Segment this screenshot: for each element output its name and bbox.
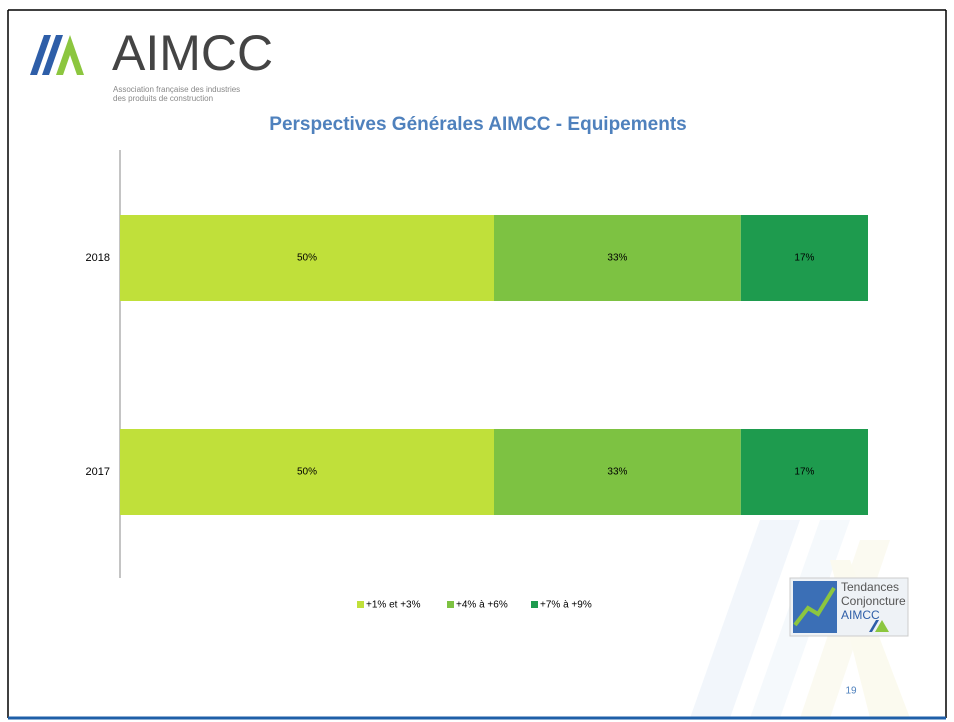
data-label: 50%: [297, 253, 317, 264]
legend-label: +4% à +6%: [456, 600, 508, 611]
badge-text: Tendances: [841, 580, 899, 594]
badge: [789, 577, 909, 637]
data-label: 17%: [794, 253, 814, 264]
bar-segment: [740, 215, 868, 301]
chart-title: Perspectives Générales AIMCC - Equipemen…: [269, 114, 686, 135]
bar-segment: [494, 429, 741, 515]
logo-subtitle: Association française des industries: [113, 85, 240, 94]
logo-mark: [30, 35, 84, 75]
logo-subtitle: des produits de construction: [113, 94, 213, 103]
legend-swatch: [357, 601, 364, 608]
data-label: 17%: [794, 467, 814, 478]
page-number: 19: [845, 686, 857, 697]
data-label: 33%: [607, 253, 627, 264]
legend-label: +7% à +9%: [540, 600, 592, 611]
y-tick-label: 2017: [86, 466, 110, 478]
bar-segment: [494, 215, 741, 301]
data-label: 50%: [297, 467, 317, 478]
legend-swatch: [447, 601, 454, 608]
legend-label: +1% et +3%: [366, 600, 421, 611]
logo-text: AIMCC: [112, 25, 273, 81]
bar-segment: [120, 429, 494, 515]
bar-segment: [740, 429, 868, 515]
badge-text: Conjoncture: [841, 594, 906, 608]
badge-text: AIMCC: [841, 608, 880, 622]
bar-segment: [120, 215, 494, 301]
y-tick-label: 2018: [86, 252, 110, 264]
legend-swatch: [531, 601, 538, 608]
data-label: 33%: [607, 467, 627, 478]
